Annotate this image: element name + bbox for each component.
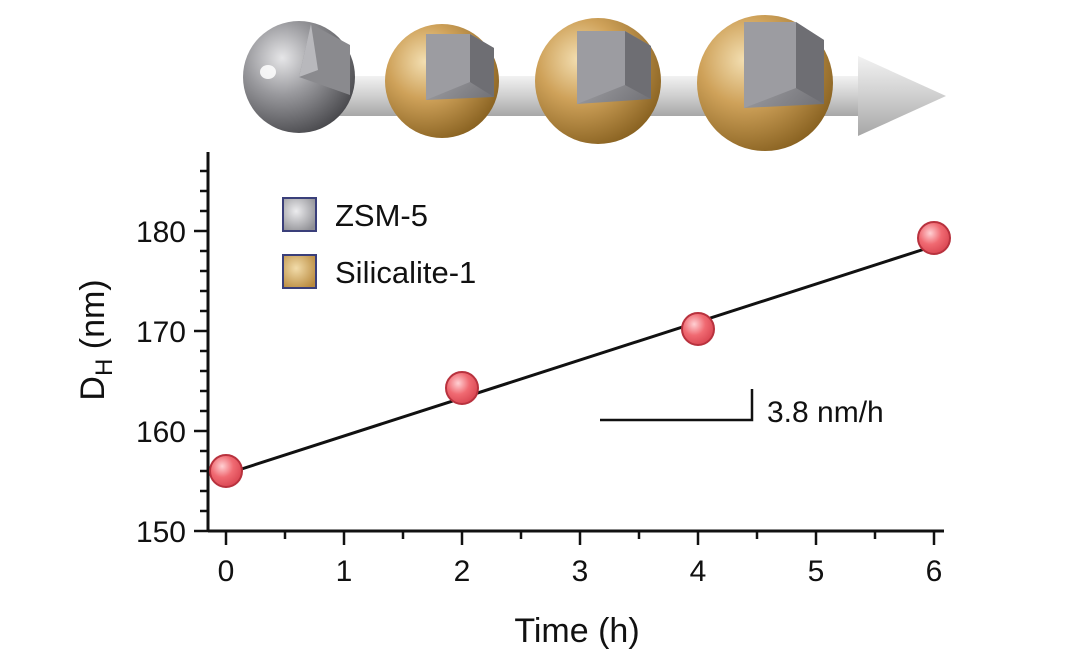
x-tick-label: 6 [926,555,943,588]
growth-illustration [243,15,946,151]
legend-swatch-zsm5 [282,197,317,232]
y-tick-label: 150 [136,516,186,549]
data-point [445,371,479,405]
linear-fit-line [225,244,935,476]
data-point [209,454,243,488]
y-tick-label: 170 [136,316,186,349]
y-axis-title-unit: (nm) [74,279,112,358]
legend: ZSM-5 Silicalite-1 [282,197,476,290]
y-axis-ticks: 150 160 170 180 [136,169,208,549]
y-axis-title-subscript: H [91,359,118,376]
legend-label-zsm5: ZSM-5 [335,198,428,233]
x-tick-label: 2 [454,555,471,588]
x-axis-ticks: 0 1 2 3 4 5 6 [218,531,943,588]
core-shell-sphere-1 [385,24,499,138]
y-axis-title-main: D [74,376,112,401]
slope-label: 3.8 nm/h [767,396,884,429]
legend-item-zsm5: ZSM-5 [282,197,428,233]
x-axis-title: Time (h) [514,612,639,650]
plot-area: 150 160 170 180 0 1 2 3 4 5 6 [136,152,951,588]
y-tick-label: 180 [136,216,186,249]
x-tick-label: 3 [572,555,589,588]
slope-annotation: 3.8 nm/h [600,389,884,429]
fit-line [225,244,935,476]
slope-bracket [600,389,754,422]
y-tick-label: 160 [136,416,186,449]
axes [206,152,944,533]
x-tick-label: 4 [690,555,707,588]
y-axis-title: DH (nm) [74,279,118,400]
x-tick-label: 5 [808,555,825,588]
core-shell-sphere-3 [697,15,833,151]
data-point [681,312,715,346]
data-point [917,221,951,255]
x-tick-label: 0 [218,555,235,588]
data-points [209,221,951,488]
legend-swatch-silicalite [282,254,317,289]
legend-item-silicalite: Silicalite-1 [282,254,476,290]
core-shell-sphere-2 [535,18,661,144]
zsm5-core-sphere [243,21,355,133]
x-tick-label: 1 [336,555,353,588]
legend-label-silicalite: Silicalite-1 [335,255,476,290]
